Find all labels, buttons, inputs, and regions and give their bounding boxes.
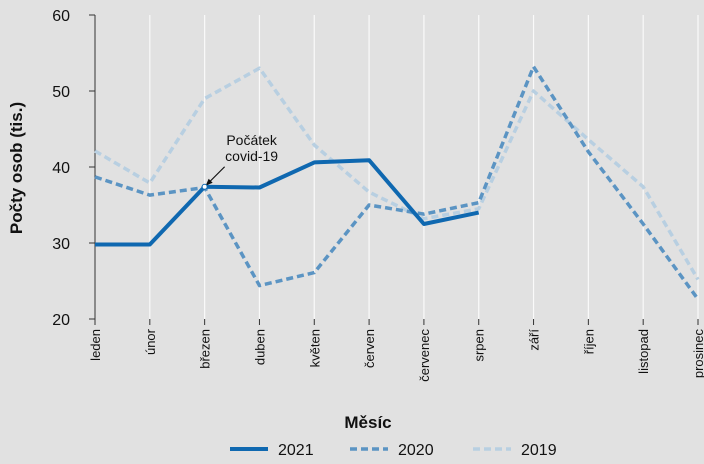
x-tick-label-prosinec: prosinec [691,329,704,379]
y-tick-label: 60 [52,8,70,25]
legend-label-2019: 2019 [521,442,557,459]
legend-label-2020: 2020 [398,442,434,459]
x-tick-label-listopad: listopad [636,329,651,374]
y-tick-label: 40 [52,160,70,177]
series-lines [94,64,700,301]
y-axis: 20 30 40 50 60 [52,8,96,329]
x-tick-label-cervenec: červenec [417,329,432,382]
series-line-2019 [94,66,700,281]
annotation-marker [201,183,208,190]
y-tick-label: 30 [52,236,70,253]
x-tick-label-duben: duben [252,329,267,365]
series-line-2021 [95,158,480,247]
y-tick-label: 20 [52,312,70,329]
annotation-arrowhead [205,178,213,186]
x-tick-label-unor: únor [143,328,158,355]
x-axis-label: Měsíc [344,413,391,432]
x-tick-label-kveten: květen [307,329,322,367]
x-tick-label-leden: leden [88,329,103,361]
annotation-text-line: covid-19 [225,148,278,164]
legend-label-2021: 2021 [278,442,314,459]
x-tick-label-srpen: srpen [472,329,487,362]
legend: 2021 2020 2019 [230,442,557,459]
x-axis: leden únor březen duben květen červen červenec… [88,319,704,382]
grid-lines [149,15,699,319]
x-tick-label-brezen: březen [198,329,213,369]
x-tick-label-rijen: říjen [581,329,596,354]
annotation-text-line: Počátek [226,132,278,148]
y-axis-label: Počty osob (tis.) [7,102,26,234]
series-line-2020 [94,64,700,301]
x-tick-label-zari: září [527,329,542,351]
x-tick-label-cerven: červen [362,329,377,368]
y-tick-label: 50 [52,84,70,101]
